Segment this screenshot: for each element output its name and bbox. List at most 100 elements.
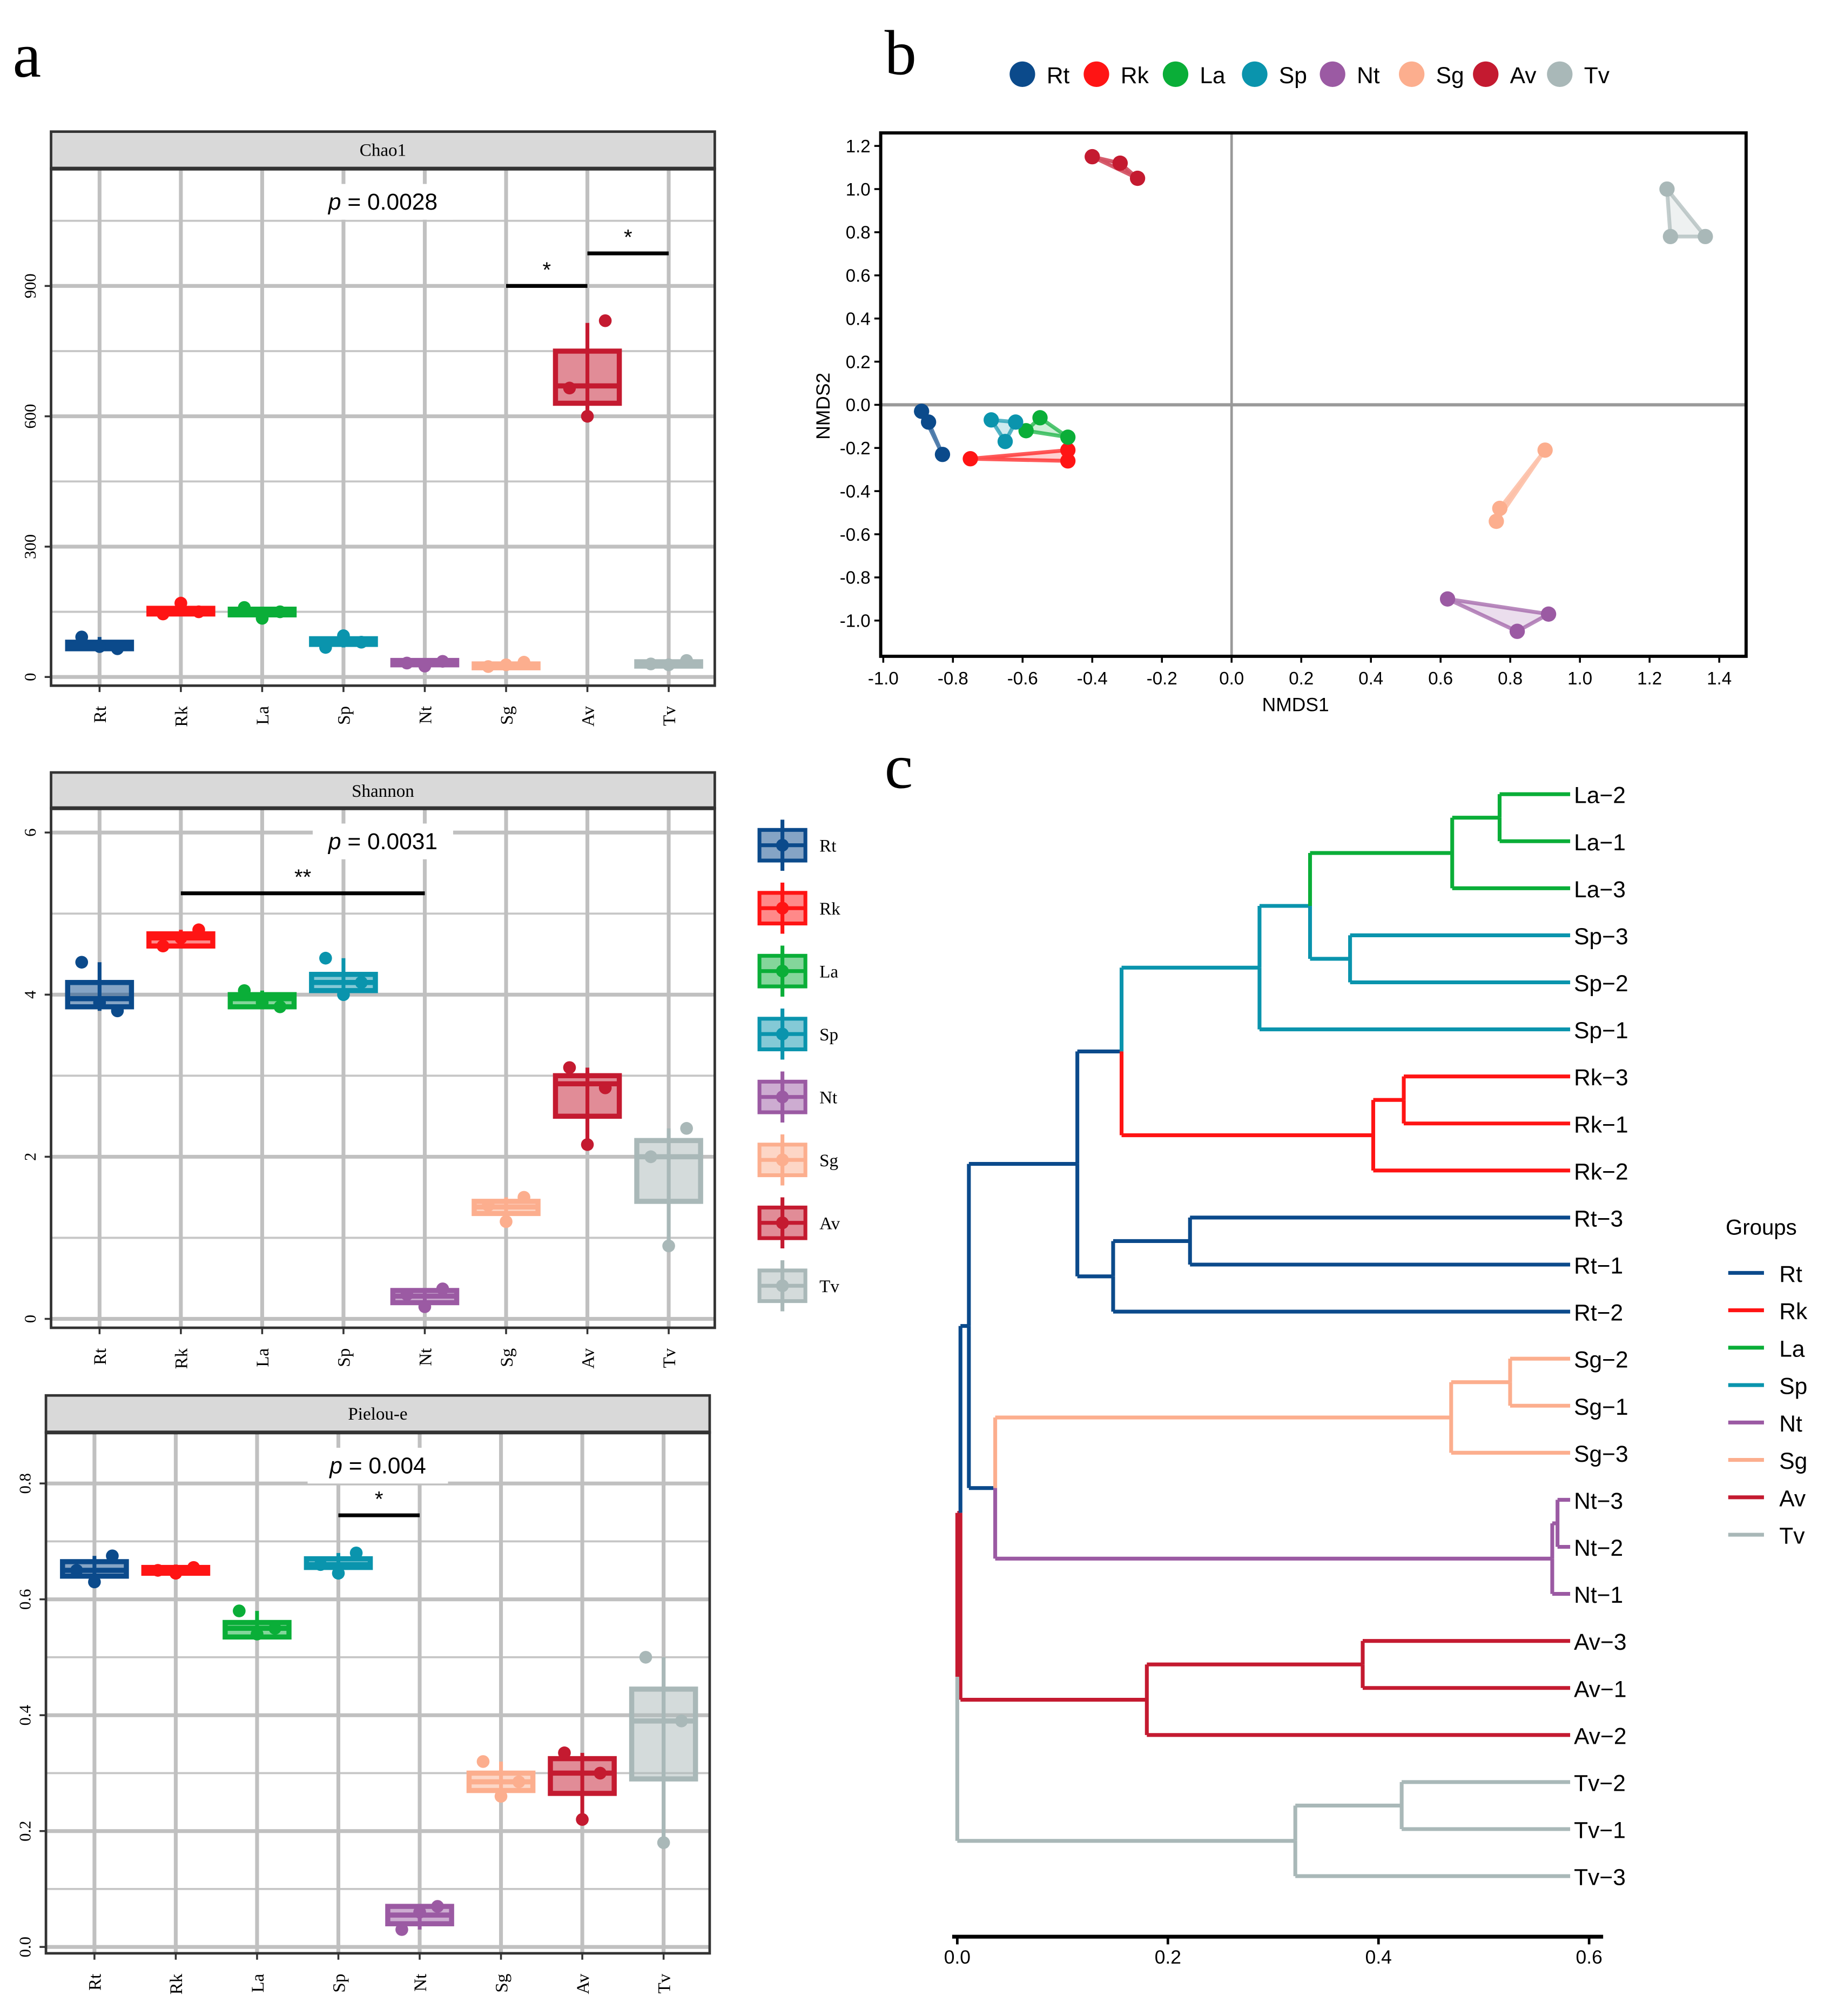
data-point bbox=[1060, 442, 1076, 458]
box-Sp bbox=[309, 951, 378, 1002]
x-tick-label: 1.4 bbox=[1707, 669, 1732, 689]
data-point bbox=[598, 314, 612, 327]
significance-label: * bbox=[542, 258, 551, 282]
leaf-label: La−1 bbox=[1574, 830, 1626, 856]
data-point bbox=[1662, 229, 1679, 245]
data-point bbox=[75, 956, 89, 969]
p-symbol: p bbox=[328, 1453, 342, 1479]
legend-label: Rt bbox=[819, 837, 836, 856]
x-tick-label: Rk bbox=[172, 706, 192, 727]
group-Av bbox=[1085, 149, 1146, 186]
x-tick-label: 0.6 bbox=[1428, 669, 1453, 689]
data-point bbox=[156, 939, 170, 953]
x-tick-label: Tv bbox=[660, 706, 679, 726]
data-point bbox=[1489, 513, 1504, 529]
hull bbox=[1445, 597, 1551, 634]
data-point bbox=[268, 1622, 281, 1635]
leaf-label: La−3 bbox=[1574, 877, 1626, 903]
data-point bbox=[517, 656, 530, 669]
facet-title: Shannon bbox=[352, 782, 414, 801]
data-point bbox=[400, 1288, 414, 1301]
box-Rk bbox=[146, 596, 216, 621]
facet-title: Chao1 bbox=[360, 141, 406, 160]
data-point bbox=[662, 1239, 675, 1253]
panel-letter-a: a bbox=[13, 20, 41, 91]
x-tick-label: Rt bbox=[91, 1348, 110, 1365]
data-point bbox=[174, 596, 187, 610]
x-tick-label: Sg bbox=[492, 1974, 511, 1993]
leaf-label: Nt−1 bbox=[1574, 1582, 1623, 1608]
significance-label: ** bbox=[294, 865, 311, 889]
x-tick-label: 1.2 bbox=[1637, 669, 1662, 689]
data-point bbox=[337, 988, 350, 1002]
leaf-label: Sp−3 bbox=[1574, 924, 1628, 950]
data-point bbox=[174, 931, 187, 945]
data-point bbox=[192, 605, 205, 619]
legend-marker bbox=[1547, 61, 1573, 87]
y-tick-label: 0.6 bbox=[16, 1589, 35, 1609]
data-point bbox=[675, 1715, 688, 1728]
data-point bbox=[1032, 410, 1048, 426]
data-point bbox=[997, 434, 1013, 449]
leaf-label: Sg−3 bbox=[1574, 1441, 1628, 1467]
data-point bbox=[151, 1564, 165, 1577]
data-point bbox=[400, 656, 414, 670]
p-symbol: p bbox=[327, 189, 341, 215]
data-point bbox=[563, 1061, 576, 1074]
x-tick-label: Rk bbox=[172, 1348, 192, 1369]
legend-key-point bbox=[776, 1279, 789, 1293]
x-tick-label: Rt bbox=[91, 706, 110, 723]
legend-label: La bbox=[1200, 63, 1226, 89]
facet-title: Pielou-e bbox=[348, 1405, 407, 1424]
y-tick-label: 0.2 bbox=[846, 352, 871, 372]
data-point bbox=[494, 1790, 508, 1803]
legend-label: Sp bbox=[819, 1025, 838, 1045]
data-point bbox=[1112, 155, 1128, 171]
p-label-bg bbox=[312, 823, 453, 859]
nmds-plot: -1.0 -0.8 -0.6 -0.4 -0.2 0.0 0.2 0.4 0.6 0.8 1.0 1.… bbox=[812, 61, 1748, 716]
x-tick-label: Tv bbox=[655, 1973, 674, 1993]
x-tick-label: 1.0 bbox=[1567, 669, 1592, 689]
legend-marker bbox=[1083, 61, 1109, 87]
data-point bbox=[431, 1900, 444, 1913]
legend-key-point bbox=[776, 964, 789, 978]
facet-strip bbox=[50, 130, 716, 170]
legend-key-point bbox=[776, 838, 789, 852]
legend-label: Sg bbox=[1779, 1448, 1807, 1474]
data-point bbox=[169, 1567, 183, 1580]
x-tick-label: Nt bbox=[411, 1974, 430, 1992]
data-point bbox=[563, 381, 576, 395]
data-point bbox=[517, 1191, 530, 1204]
legend-marker bbox=[1162, 61, 1189, 87]
p-label-bg bbox=[312, 184, 453, 220]
data-point bbox=[106, 1549, 119, 1563]
x-tick-label: -1.0 bbox=[868, 669, 899, 689]
legend-label: Sg bbox=[1436, 63, 1464, 89]
x-tick-label: Rt bbox=[86, 1974, 105, 1991]
x-tick-label: La bbox=[248, 1973, 268, 1992]
box-Tv bbox=[629, 1651, 698, 1849]
x-tick-label: Av bbox=[574, 1973, 593, 1994]
data-point bbox=[332, 1567, 345, 1580]
p-label-bg bbox=[307, 1448, 448, 1484]
data-point bbox=[512, 1775, 526, 1789]
legend-label: Nt bbox=[819, 1088, 837, 1108]
y-tick-label: 6 bbox=[21, 828, 39, 836]
legend-label: Rk bbox=[819, 899, 840, 919]
data-point bbox=[355, 636, 368, 649]
box-Av bbox=[553, 1061, 622, 1151]
y-tick-label: -0.2 bbox=[840, 439, 871, 459]
dendrogram: La−2 La−1 La−3 Sp−3 Sp−2 Sp−1 Rk−3 Rk−1 Rk−2 Rt−3… bbox=[944, 783, 1808, 1968]
group-Nt bbox=[1439, 591, 1557, 639]
data-point bbox=[934, 447, 951, 462]
data-point bbox=[88, 1575, 101, 1589]
legend-label: Nt bbox=[1357, 63, 1380, 89]
leaf-label: Rt−2 bbox=[1574, 1300, 1623, 1326]
y-tick-label: -0.8 bbox=[840, 568, 871, 588]
data-point bbox=[1129, 170, 1146, 186]
data-point bbox=[395, 1923, 408, 1936]
boxplot-pielou-e: 0.0 0.2 0.4 0.6 0.8 p = 0.004 Rt Rk La Sp Nt Sg Av Tv *… bbox=[16, 1394, 711, 1994]
data-point bbox=[1018, 423, 1034, 439]
data-point bbox=[1509, 623, 1525, 639]
data-point bbox=[984, 412, 999, 428]
